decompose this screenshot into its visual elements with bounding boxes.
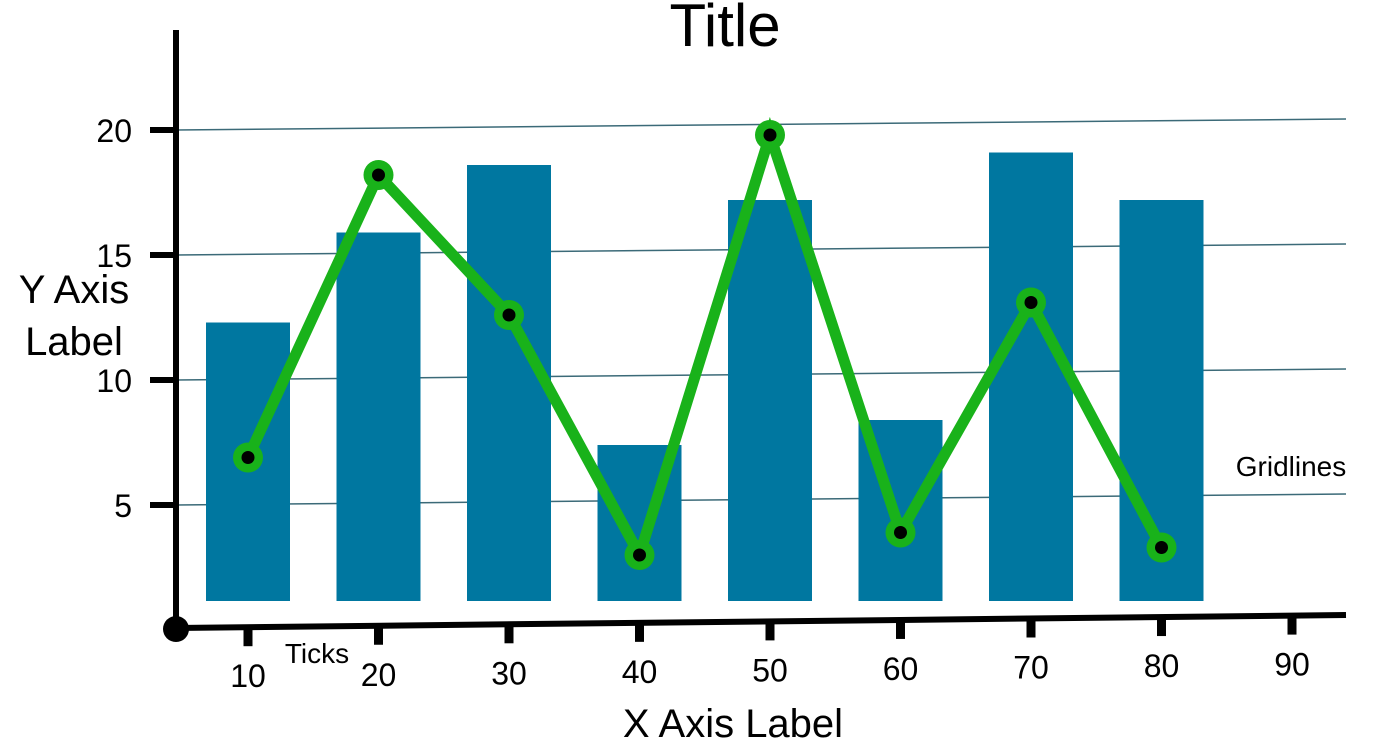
bar bbox=[989, 152, 1073, 601]
tick-labels: 5 10 15 20 10 20 30 40 50 60 70 80 90 bbox=[96, 113, 1309, 694]
bar bbox=[728, 200, 812, 601]
bar-series bbox=[206, 152, 1204, 601]
y-tick-label: 5 bbox=[114, 488, 132, 524]
y-tick-label: 15 bbox=[96, 238, 132, 274]
x-tick-label: 80 bbox=[1144, 648, 1180, 684]
gridlines-annotation: Gridlines bbox=[1236, 451, 1346, 482]
bar bbox=[467, 165, 551, 601]
bar bbox=[336, 232, 421, 601]
x-axis-label: X Axis Label bbox=[623, 702, 843, 746]
line-point bbox=[372, 168, 385, 182]
y-axis-label: Y Axis Label bbox=[19, 268, 129, 364]
series-line bbox=[243, 116, 1167, 570]
x-tick-label: 70 bbox=[1013, 650, 1049, 686]
x-tick-label: 20 bbox=[361, 657, 397, 693]
line-point bbox=[763, 128, 777, 142]
line-point bbox=[633, 548, 646, 562]
y-tick-label: 10 bbox=[96, 363, 132, 399]
chart-title: Title bbox=[669, 0, 780, 59]
x-tick-label: 50 bbox=[752, 652, 788, 688]
line-point bbox=[502, 308, 516, 322]
line-point bbox=[1024, 296, 1038, 309]
x-tick-label: 60 bbox=[883, 651, 919, 687]
x-axis-line bbox=[175, 612, 1347, 631]
axis-origin-dot bbox=[163, 616, 189, 642]
line-point bbox=[894, 526, 907, 539]
line-point bbox=[241, 451, 255, 464]
line-series bbox=[233, 116, 1177, 570]
x-tick-label: 40 bbox=[622, 654, 658, 690]
line-point bbox=[1155, 541, 1168, 554]
ticks-annotation: Ticks bbox=[285, 638, 349, 669]
x-tick-label: 10 bbox=[230, 658, 266, 694]
x-tick-label: 90 bbox=[1274, 647, 1310, 683]
tick-marks bbox=[150, 127, 1297, 647]
x-tick-label: 30 bbox=[491, 655, 527, 691]
y-tick-label: 20 bbox=[96, 113, 132, 149]
